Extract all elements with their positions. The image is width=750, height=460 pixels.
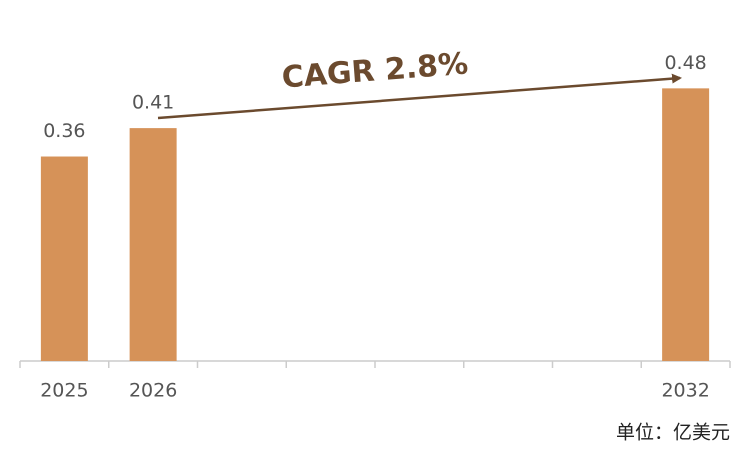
value-label: 0.36 xyxy=(43,120,85,142)
cagr-label: CAGR 2.8% xyxy=(281,46,470,95)
cagr-arrow xyxy=(157,73,682,120)
x-tick-label: 2032 xyxy=(661,380,709,402)
bar xyxy=(40,156,88,361)
bar xyxy=(662,88,710,362)
x-tick-label: 2025 xyxy=(40,380,88,402)
x-tick-label: 2026 xyxy=(129,380,177,402)
value-label: 0.41 xyxy=(132,92,174,114)
unit-note: 单位：亿美元 xyxy=(616,422,730,444)
bar xyxy=(129,128,177,361)
value-label: 0.48 xyxy=(664,52,706,74)
